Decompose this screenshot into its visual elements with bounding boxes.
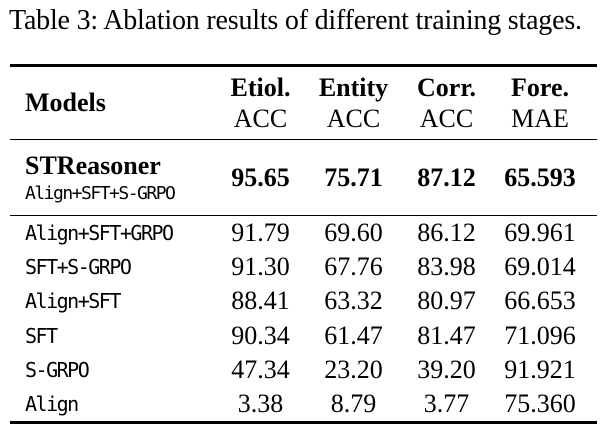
- cell-value: 75.360: [504, 388, 576, 418]
- column-header-corr: Corr. ACC: [400, 67, 493, 139]
- model-name: Align+SFT: [25, 289, 121, 314]
- table-header-row: Models Etiol. ACC Entity ACC Corr. ACC F…: [10, 64, 597, 140]
- cell-value: 63.32: [324, 286, 383, 316]
- column-header-metric: Fore.: [511, 73, 569, 102]
- table-row: Align+SFT+GRPO 91.79 69.60 86.12 69.961: [10, 216, 597, 250]
- highlight-model-name: STReasoner: [25, 150, 161, 180]
- cell-value: 88.41: [231, 286, 290, 316]
- cell-value: 47.34: [231, 354, 290, 384]
- cell-value: 91.921: [504, 354, 576, 384]
- table-caption: Table 3: Ablation results of different t…: [9, 5, 582, 36]
- table-row: S-GRPO 47.34 23.20 39.20 91.921: [10, 353, 597, 387]
- ablation-table: Models Etiol. ACC Entity ACC Corr. ACC F…: [10, 64, 597, 424]
- cell-value: 81.47: [417, 320, 476, 350]
- cell-value: 87.12: [417, 162, 476, 192]
- model-name: Align: [25, 391, 79, 416]
- highlight-model-cell: STReasoner Align+SFT+S-GRPO: [10, 140, 214, 215]
- model-name: SFT+S-GRPO: [25, 255, 132, 280]
- cell-value: 95.65: [231, 162, 290, 192]
- cell-value: 66.653: [504, 286, 576, 316]
- cell-value: 83.98: [417, 252, 476, 282]
- column-header-models: Models: [25, 88, 106, 117]
- cell-value: 69.961: [504, 218, 576, 248]
- cell-value: 80.97: [417, 286, 476, 316]
- cell-value: 86.12: [417, 218, 476, 248]
- cell-value: 61.47: [324, 320, 383, 350]
- column-header-fore: Fore. MAE: [493, 67, 597, 139]
- table-body: Align+SFT+GRPO 91.79 69.60 86.12 69.961 …: [10, 216, 597, 424]
- highlight-row: STReasoner Align+SFT+S-GRPO 95.65 75.71 …: [10, 140, 597, 216]
- model-name: Align+SFT+GRPO: [25, 221, 174, 246]
- cell-value: 69.60: [324, 218, 383, 248]
- cell-value: 3.77: [423, 388, 470, 418]
- cell-value: 23.20: [324, 354, 383, 384]
- column-header-entity: Entity ACC: [307, 67, 400, 139]
- cell-value: 67.76: [324, 252, 383, 282]
- table-row: Align 3.38 8.79 3.77 75.360: [10, 387, 597, 421]
- table-row: SFT 90.34 61.47 81.47 71.096: [10, 319, 597, 353]
- column-header-measure: ACC: [419, 104, 474, 133]
- column-header-etiol: Etiol. ACC: [214, 67, 307, 139]
- model-name: SFT: [25, 323, 58, 348]
- model-name: S-GRPO: [25, 357, 90, 382]
- cell-value: 8.79: [330, 388, 377, 418]
- cell-value: 91.30: [231, 252, 290, 282]
- column-header-measure: MAE: [511, 104, 569, 133]
- cell-value: 71.096: [504, 320, 576, 350]
- column-header-metric: Corr.: [417, 73, 476, 102]
- cell-value: 75.71: [324, 162, 383, 192]
- cell-value: 91.79: [231, 218, 290, 248]
- table-row: Align+SFT 88.41 63.32 80.97 66.653: [10, 284, 597, 318]
- table-row: SFT+S-GRPO 91.30 67.76 83.98 69.014: [10, 250, 597, 284]
- cell-value: 65.593: [504, 162, 576, 192]
- column-header-measure: ACC: [326, 104, 381, 133]
- cell-value: 39.20: [417, 354, 476, 384]
- highlight-model-stages: Align+SFT+S-GRPO: [25, 182, 176, 204]
- column-header-measure: ACC: [233, 104, 288, 133]
- column-header-metric: Entity: [318, 73, 389, 102]
- cell-value: 90.34: [231, 320, 290, 350]
- cell-value: 69.014: [504, 252, 576, 282]
- cell-value: 3.38: [237, 388, 284, 418]
- column-header-metric: Etiol.: [230, 73, 291, 102]
